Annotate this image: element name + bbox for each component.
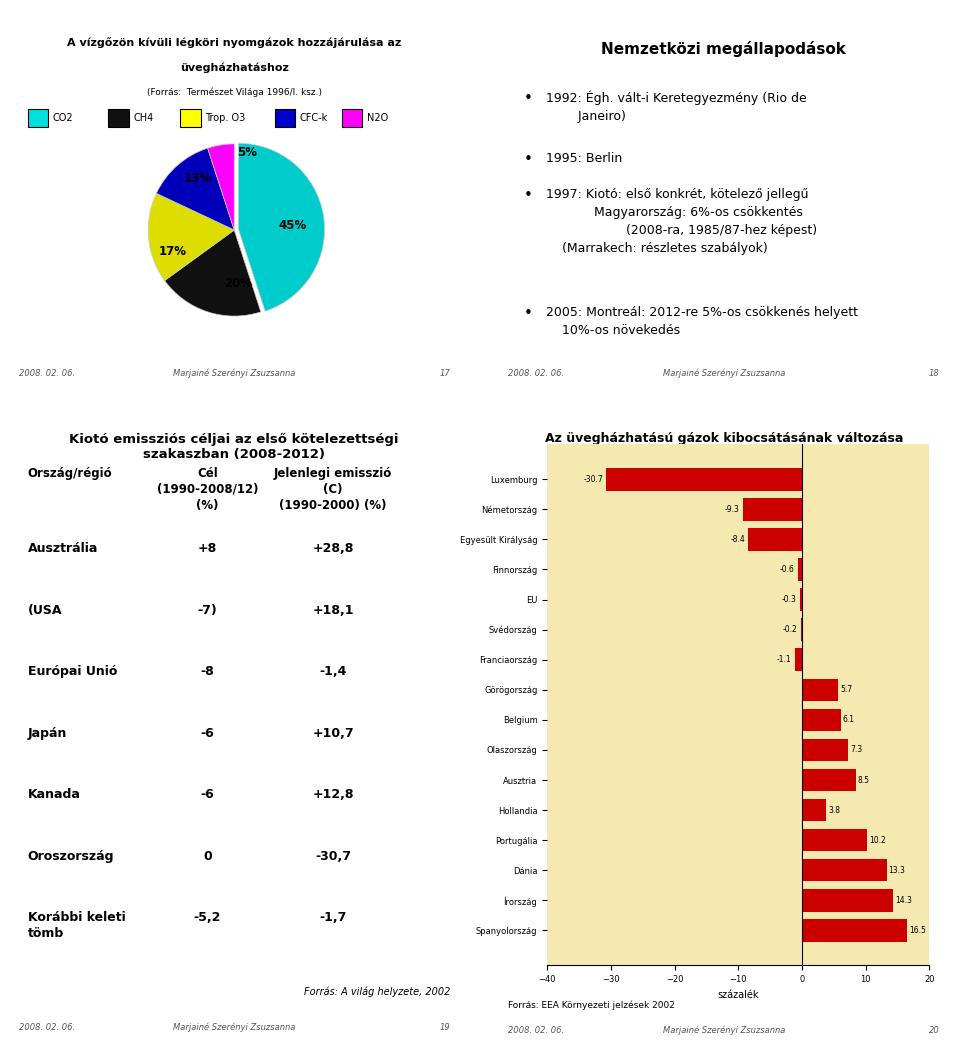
Bar [275,109,295,127]
Bar [108,109,129,127]
Text: 3.8: 3.8 [828,806,840,814]
Bar [802,889,893,912]
Text: CO2: CO2 [52,113,73,122]
Text: ☹: ☹ [852,766,883,795]
Text: •: • [524,91,533,106]
Text: 19: 19 [439,1023,450,1032]
Bar [795,649,802,671]
Text: 20: 20 [928,1027,940,1035]
Text: 20%: 20% [225,276,252,290]
Text: 17: 17 [439,369,450,378]
Bar [802,799,827,822]
Text: Az üvegházhatású gázok kibocsátásának változása: Az üvegházhatású gázok kibocsátásának vá… [544,433,903,445]
Text: 5%: 5% [237,146,257,159]
Wedge shape [207,143,234,230]
Text: 2005: Montreál: 2012-re 5%-os csökkenés helyett
    10%-os növekedés: 2005: Montreál: 2012-re 5%-os csökkenés … [546,306,858,338]
Text: +28,8: +28,8 [312,542,354,555]
Text: Trop. O3: Trop. O3 [205,113,246,122]
Text: 45%: 45% [278,219,307,232]
Bar [802,678,838,702]
Text: -9.3: -9.3 [725,505,739,514]
Text: -8: -8 [201,666,214,678]
Text: Marjainé Szerényi Zsuzsanna: Marjainé Szerényi Zsuzsanna [173,1022,296,1032]
Text: Marjainé Szerényi Zsuzsanna: Marjainé Szerényi Zsuzsanna [662,1025,785,1035]
Text: -5,2: -5,2 [194,912,221,924]
Text: Japán: Japán [28,727,67,740]
Wedge shape [164,230,261,316]
Text: Jelenlegi emisszió
(C)
(1990-2000) (%): Jelenlegi emisszió (C) (1990-2000) (%) [274,467,393,512]
Text: Ország/régió: Ország/régió [28,467,112,480]
Bar [743,498,802,520]
Text: +8: +8 [198,542,217,555]
Text: CH4: CH4 [133,113,154,122]
Bar [802,829,867,851]
Text: 5.7: 5.7 [840,686,852,694]
Text: +12,8: +12,8 [312,788,354,802]
Text: Oroszország: Oroszország [28,850,114,863]
Text: 17%: 17% [158,245,186,258]
Text: -0.3: -0.3 [782,595,797,605]
Text: 16.5: 16.5 [909,926,925,935]
Bar [802,859,887,882]
Text: -6: -6 [201,727,214,740]
Text: Cél
(1990-2008/12)
(%): Cél (1990-2008/12) (%) [156,467,258,512]
Text: -30.7: -30.7 [584,475,603,484]
Bar [342,109,362,127]
Bar [800,589,802,611]
Text: Forrás: A világ helyzete, 2002: Forrás: A világ helyzete, 2002 [303,986,450,997]
Bar [802,919,907,942]
Text: 2008. 02. 06.: 2008. 02. 06. [18,1023,75,1032]
Bar [802,769,856,791]
Text: -7): -7) [198,603,217,617]
Text: 18: 18 [928,369,940,378]
Text: -1,7: -1,7 [320,912,347,924]
Text: 2008. 02. 06.: 2008. 02. 06. [18,369,75,378]
Text: -1.1: -1.1 [777,655,792,665]
Text: Kanada: Kanada [28,788,81,802]
Bar [607,468,802,491]
Text: 6.1: 6.1 [843,715,854,725]
Bar [180,109,201,127]
Text: •: • [524,188,533,203]
Text: •: • [524,306,533,321]
Text: -6: -6 [201,788,214,802]
Bar [749,529,802,551]
Text: Nemzetközi megállapodások: Nemzetközi megállapodások [601,41,847,57]
Text: +18,1: +18,1 [312,603,354,617]
Wedge shape [156,148,234,230]
Text: ☺: ☺ [618,735,650,764]
Text: 1995: Berlin: 1995: Berlin [546,152,623,165]
Bar [28,109,48,127]
Bar [801,618,802,641]
Text: N2O: N2O [367,113,388,122]
Text: -0.2: -0.2 [782,626,798,634]
Text: Európai Unió: Európai Unió [28,666,117,678]
Text: Korábbi keleti
tömb: Korábbi keleti tömb [28,912,126,940]
Text: 1992: Égh. vált-i Keretegyezmény (Rio de
        Janeiro): 1992: Égh. vált-i Keretegyezmény (Rio de… [546,91,807,123]
Text: 14.3: 14.3 [895,896,912,905]
Bar [802,738,849,762]
Text: -0.6: -0.6 [780,565,795,574]
Text: 7.3: 7.3 [851,746,862,754]
Text: Forrás: EEA Környezeti jelzések 2002: Forrás: EEA Környezeti jelzések 2002 [508,1000,675,1010]
Text: 13.3: 13.3 [889,866,905,875]
Text: CFC-k: CFC-k [300,113,327,122]
Bar [798,558,802,580]
Text: -1,4: -1,4 [320,666,347,678]
Wedge shape [148,193,234,281]
Bar [802,709,841,731]
Text: 0: 0 [203,850,211,863]
Text: 1997: Kiotó: első konkrét, kötelező jellegű
            Magyarország: 6%-os csök: 1997: Kiotó: első konkrét, kötelező jell… [546,188,818,255]
Text: Ausztrália: Ausztrália [28,542,98,555]
Text: -30,7: -30,7 [315,850,351,863]
Text: 2008. 02. 06.: 2008. 02. 06. [508,1027,564,1035]
Text: •: • [524,152,533,167]
Text: (USA: (USA [28,603,62,617]
Text: szakaszban (2008-2012): szakaszban (2008-2012) [143,448,325,461]
Text: Marjainé Szerényi Zsuzsanna: Marjainé Szerényi Zsuzsanna [173,368,296,378]
Text: (Forrás:  Természet Világa 1996/I. ksz.): (Forrás: Természet Világa 1996/I. ksz.) [147,88,322,97]
X-axis label: százalék: százalék [717,990,759,999]
Text: (1990-2001): (1990-2001) [681,445,767,458]
Text: 8.5: 8.5 [858,775,870,785]
Text: -8.4: -8.4 [731,535,745,544]
